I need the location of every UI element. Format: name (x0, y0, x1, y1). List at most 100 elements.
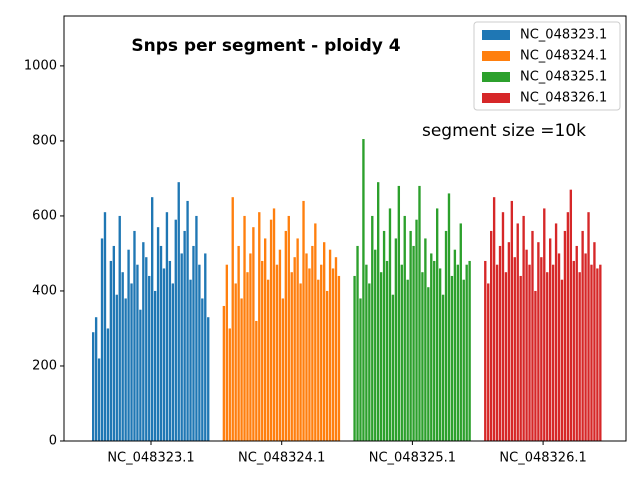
bar (406, 279, 409, 441)
bar (264, 238, 267, 441)
bar (168, 260, 172, 441)
bar (374, 249, 377, 441)
legend-swatch (482, 51, 510, 61)
bar (261, 260, 264, 441)
bar (249, 253, 252, 441)
bar (412, 245, 415, 441)
bar (228, 328, 231, 441)
bar (504, 272, 508, 441)
bar (593, 242, 596, 441)
bar (334, 257, 338, 441)
bar (409, 230, 412, 441)
x-tick-label: NC_048324.1 (238, 451, 325, 466)
y-tick-label: 600 (32, 208, 57, 223)
bar (575, 245, 578, 441)
bar (356, 245, 359, 441)
bar (587, 212, 590, 441)
bar (299, 283, 302, 441)
bar (192, 245, 195, 441)
bar (231, 197, 234, 441)
bar (308, 268, 311, 441)
bar (331, 268, 335, 441)
bar (243, 215, 246, 441)
bar (177, 182, 180, 441)
bar (100, 238, 104, 441)
bar (433, 260, 436, 441)
bar (596, 268, 599, 441)
bar (311, 245, 314, 441)
bar (237, 245, 240, 441)
legend-label: NC_048325.1 (520, 70, 607, 85)
bar (174, 219, 177, 441)
bar (543, 208, 546, 441)
bar (139, 309, 142, 441)
bar (599, 264, 602, 441)
bar (302, 200, 305, 441)
bar (225, 264, 229, 441)
bar (578, 272, 581, 441)
bar (142, 242, 145, 441)
bar (92, 332, 95, 441)
bar (438, 268, 442, 441)
bar (462, 279, 465, 441)
bar (362, 139, 365, 441)
bar (394, 238, 398, 441)
legend-label: NC_048324.1 (520, 49, 607, 64)
bar (421, 272, 424, 441)
annotation: segment size =10k (422, 121, 586, 141)
bar (325, 290, 329, 441)
x-tick-label: NC_048326.1 (499, 451, 586, 466)
bar (189, 279, 192, 441)
bar (118, 215, 121, 441)
bar (382, 230, 386, 441)
y-tick-label: 0 (49, 434, 57, 449)
bar (305, 253, 308, 441)
bar (368, 283, 371, 441)
bar (566, 212, 570, 441)
bar (94, 317, 98, 441)
plot-frame (63, 15, 627, 442)
bar (165, 212, 169, 441)
bar (320, 264, 323, 441)
legend-swatch (482, 93, 510, 103)
bar (581, 230, 584, 441)
legend-swatch (482, 30, 510, 40)
bar (572, 260, 575, 441)
bar (522, 215, 525, 441)
bar (266, 279, 270, 441)
bar (513, 257, 516, 441)
bar (186, 200, 189, 441)
bar (584, 253, 587, 441)
bar (112, 245, 116, 441)
bar (501, 212, 505, 441)
bar (234, 283, 237, 441)
bar (133, 230, 136, 441)
bar (275, 264, 279, 441)
bar (427, 287, 430, 441)
bar (130, 283, 133, 441)
bar (183, 230, 186, 441)
bar (287, 215, 290, 441)
bar (323, 242, 326, 441)
bar (222, 305, 226, 441)
y-tick-label: 200 (32, 358, 57, 373)
bar (198, 264, 201, 441)
bar (145, 257, 148, 441)
bar (371, 215, 374, 441)
bar (447, 193, 451, 441)
bar (453, 249, 457, 441)
bar (290, 272, 293, 441)
bar (436, 208, 439, 441)
bar (418, 185, 421, 441)
y-tick-label: 1000 (24, 58, 57, 73)
bar (103, 212, 107, 441)
bar (492, 197, 496, 441)
bar (272, 208, 276, 441)
bar (465, 264, 468, 441)
bar (106, 328, 110, 441)
bar (252, 227, 255, 441)
bar (560, 279, 564, 441)
bar (121, 272, 124, 441)
legend-box (473, 21, 621, 111)
legend-label: NC_048323.1 (520, 28, 607, 43)
